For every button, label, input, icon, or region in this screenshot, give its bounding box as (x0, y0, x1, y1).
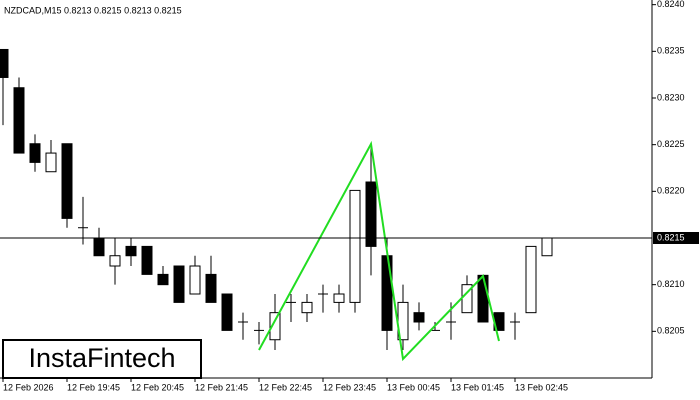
chart-title: NZDCAD,M15 0.8213 0.8215 0.8213 0.8215 (4, 5, 182, 15)
brand-box (2, 339, 202, 379)
x-tick-label: 12 Feb 2026 (3, 382, 54, 392)
x-tick-label: 12 Feb 23:45 (323, 382, 376, 392)
x-tick-label: 12 Feb 22:45 (259, 382, 312, 392)
y-tick-label: 0.8240 (657, 0, 685, 9)
candle-body (477, 274, 489, 323)
x-tick-label: 12 Feb 19:45 (67, 382, 120, 392)
candle-body (109, 255, 121, 267)
x-tick-label: 12 Feb 21:45 (195, 382, 248, 392)
candle-body (125, 245, 137, 257)
x-tick-label: 12 Feb 20:45 (131, 382, 184, 392)
candle-body (349, 189, 361, 303)
candle-body (365, 181, 377, 247)
y-tick-label: 0.8210 (657, 279, 685, 289)
y-tick-label: 0.8235 (657, 46, 685, 56)
y-tick-label: 0.8220 (657, 186, 685, 196)
candle-body (381, 255, 393, 331)
candle-body (525, 245, 537, 314)
candle-body (541, 237, 553, 257)
current-price-box (653, 232, 699, 244)
candle-body (189, 265, 201, 295)
current-price-label: 0.8215 (657, 232, 685, 242)
candle-body (45, 152, 57, 173)
candle-body (413, 312, 425, 323)
candle-body (205, 273, 217, 303)
candle-body (157, 273, 169, 286)
candle-body (221, 293, 233, 331)
y-tick-label: 0.8205 (657, 326, 685, 336)
candle-body (269, 312, 281, 341)
candle-body (141, 245, 153, 275)
candle-body (93, 237, 105, 257)
x-tick-label: 13 Feb 00:45 (387, 382, 440, 392)
candle-body (301, 301, 313, 314)
x-tick-label: 13 Feb 02:45 (515, 382, 568, 392)
candle-body (333, 293, 345, 303)
x-tick-label: 13 Feb 01:45 (451, 382, 504, 392)
y-tick-label: 0.8225 (657, 139, 685, 149)
y-tick-label: 0.8230 (657, 92, 685, 102)
candle-body (13, 87, 25, 154)
brand-logo: InstaFintech (28, 343, 175, 373)
pattern-line (258, 140, 500, 362)
candle-body (61, 143, 73, 219)
candle-body (29, 143, 41, 163)
candle-body (0, 48, 9, 78)
candle-body (173, 265, 185, 303)
